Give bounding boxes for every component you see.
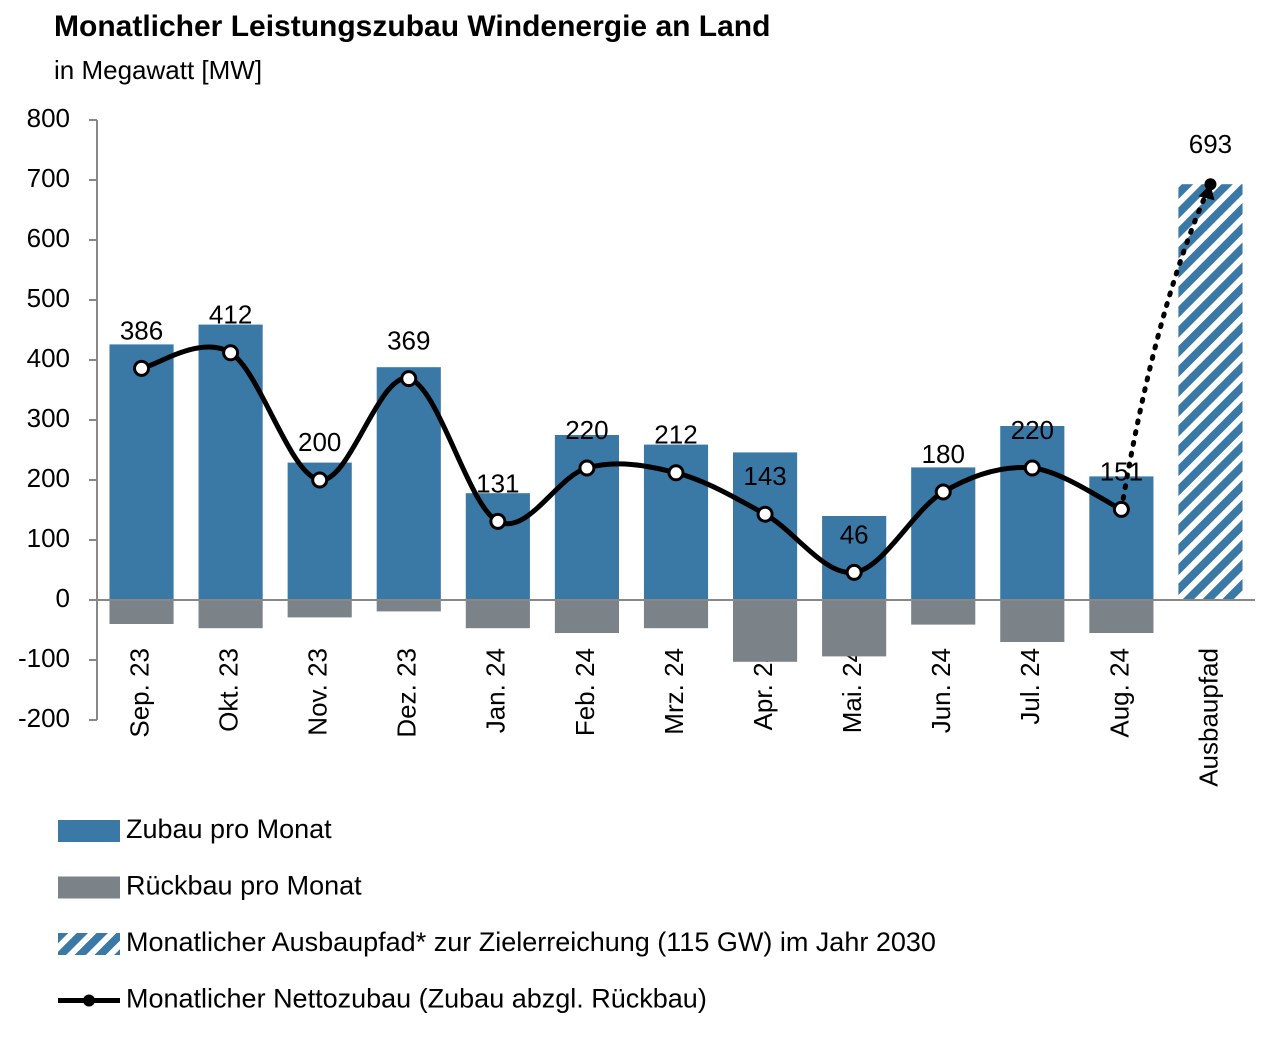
x-tick-label: Mai. 24 bbox=[837, 648, 867, 733]
target-connector bbox=[1118, 181, 1213, 512]
marker bbox=[578, 459, 596, 477]
data-label: 46 bbox=[840, 519, 869, 549]
bar bbox=[376, 367, 441, 600]
legend-label: Zubau pro Monat bbox=[126, 814, 332, 844]
bar bbox=[376, 600, 441, 612]
marker bbox=[756, 505, 774, 523]
bar bbox=[1089, 600, 1154, 633]
marker bbox=[845, 563, 863, 581]
bar bbox=[1000, 426, 1065, 600]
x-tick-label: Feb. 24 bbox=[570, 648, 600, 736]
bar bbox=[109, 344, 174, 600]
data-label: 180 bbox=[922, 439, 965, 469]
bar bbox=[465, 600, 530, 629]
x-tick-label: Nov. 23 bbox=[303, 648, 333, 736]
marker bbox=[400, 370, 418, 388]
x-tick-label: Ausbaupfad bbox=[1193, 648, 1223, 787]
data-label: 220 bbox=[1011, 415, 1054, 445]
legend-label: Monatlicher Nettozubau (Zubau abzgl. Rüc… bbox=[126, 984, 707, 1014]
data-label: 212 bbox=[654, 420, 697, 450]
data-label: 220 bbox=[565, 415, 608, 445]
legend-label: Rückbau pro Monat bbox=[126, 871, 362, 901]
legend-swatch bbox=[58, 876, 120, 899]
x-tick-label: Sep. 23 bbox=[124, 648, 154, 738]
x-tick-label: Mrz. 24 bbox=[659, 648, 689, 735]
marker bbox=[1112, 500, 1130, 518]
bar bbox=[109, 600, 174, 624]
data-label: 143 bbox=[743, 461, 786, 491]
y-tick-label: 200 bbox=[27, 463, 70, 493]
marker bbox=[934, 483, 952, 501]
y-tick-label: 500 bbox=[27, 283, 70, 313]
bar bbox=[198, 324, 263, 600]
legend-label: Monatlicher Ausbaupfad* zur Zielerreichu… bbox=[126, 927, 936, 957]
x-tick-label: Jun. 24 bbox=[926, 648, 956, 733]
x-tick-label: Okt. 23 bbox=[213, 648, 243, 732]
x-tick-label: Jul. 24 bbox=[1015, 648, 1045, 725]
y-tick-label: 300 bbox=[27, 403, 70, 433]
data-label: 386 bbox=[120, 315, 163, 345]
bar bbox=[822, 516, 887, 600]
bar bbox=[643, 600, 709, 629]
x-tick-label: Aug. 24 bbox=[1104, 648, 1134, 738]
legend-swatch bbox=[83, 994, 95, 1007]
marker bbox=[667, 464, 685, 482]
bar bbox=[198, 600, 263, 629]
chart-title: Monatlicher Leistungszubau Windenergie a… bbox=[54, 10, 770, 43]
bar bbox=[1178, 184, 1243, 600]
data-label: 131 bbox=[476, 468, 519, 498]
y-tick-label: 800 bbox=[27, 103, 70, 133]
marker bbox=[489, 512, 507, 530]
data-label: 200 bbox=[298, 427, 341, 457]
legend-swatch bbox=[58, 933, 120, 955]
y-tick-label: 0 bbox=[56, 583, 70, 613]
y-tick-label: 100 bbox=[27, 523, 70, 553]
bar bbox=[911, 600, 976, 625]
data-label: 412 bbox=[209, 300, 252, 330]
bar bbox=[733, 600, 798, 662]
data-label: 693 bbox=[1189, 129, 1232, 159]
bar bbox=[822, 600, 887, 657]
marker bbox=[1204, 178, 1217, 191]
y-tick-label: 700 bbox=[27, 163, 70, 193]
y-tick-label: 600 bbox=[27, 223, 70, 253]
bar bbox=[287, 600, 352, 618]
legend-swatch bbox=[58, 820, 120, 842]
bar bbox=[554, 600, 619, 633]
marker bbox=[133, 359, 151, 377]
data-label: 151 bbox=[1100, 456, 1143, 486]
x-tick-label: Dez. 23 bbox=[392, 648, 422, 738]
y-tick-label: -200 bbox=[18, 703, 70, 733]
marker bbox=[222, 344, 240, 362]
bar bbox=[1000, 600, 1065, 642]
y-tick-label: -100 bbox=[18, 643, 70, 673]
bar bbox=[733, 452, 798, 600]
x-tick-label: Jan. 24 bbox=[481, 648, 511, 733]
y-tick-label: 400 bbox=[27, 343, 70, 373]
marker bbox=[311, 471, 329, 489]
data-label: 369 bbox=[387, 325, 430, 355]
chart-subtitle: in Megawatt [MW] bbox=[54, 55, 262, 85]
bar bbox=[465, 493, 530, 600]
marker bbox=[1023, 459, 1041, 477]
